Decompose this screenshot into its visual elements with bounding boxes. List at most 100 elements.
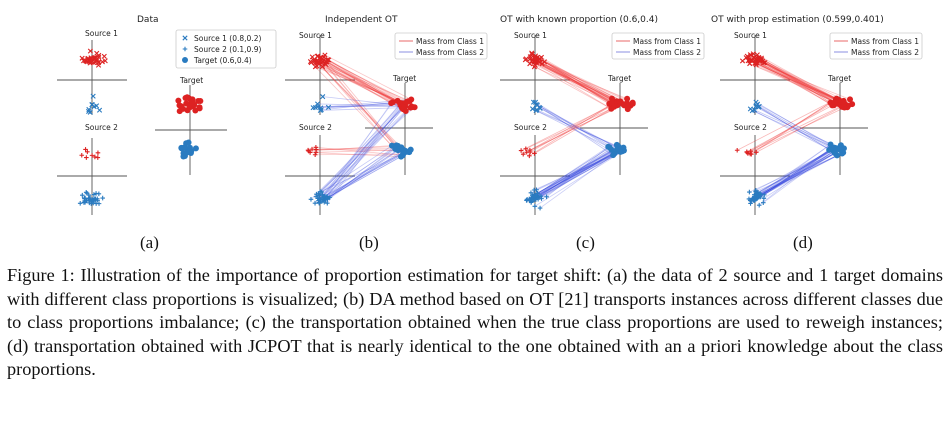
transport-line-class1 [324,63,403,104]
plus-marker [89,153,95,158]
plus-marker [83,147,88,152]
transport-line-class1 [751,102,831,155]
transport-line-class2 [534,144,618,200]
transport-line-class2 [526,151,621,201]
transport-line-class2 [529,149,621,200]
transport-line-class2 [758,149,830,198]
transport-line-class2 [535,149,612,197]
transport-line-class1 [541,56,617,102]
transport-line-class2 [326,150,406,199]
figure-plots: Source 1 Source 2 Target Source 1 (0.8,0.2)… [57,29,923,215]
plus-marker [312,200,318,206]
transport-line-class1 [757,54,837,99]
transport-line-class2 [760,147,841,195]
x-marker [754,52,760,58]
transport-line-class1 [326,61,404,155]
target-dot [182,57,188,63]
plus-marker [745,151,751,156]
target-label: Target [827,74,851,83]
transport-line-class2 [322,149,399,200]
transport-line-class1 [535,60,615,106]
transport-line-class2 [325,148,396,201]
transport-line-class2 [759,152,836,195]
transport-line-class1 [534,61,610,105]
target-dot [398,153,405,160]
plus-marker [307,150,313,155]
transport-line-class2 [757,148,833,193]
transport-line-class2 [752,152,844,199]
transport-line-class1 [759,58,846,105]
transport-line-class2 [310,106,406,200]
panel-c-title: OT with known proportion (0.6,0.4) [500,15,658,25]
transport-line-class2 [318,102,402,196]
plus-marker [309,146,315,152]
source2-label: Source 2 [734,123,767,132]
plus-marker [753,187,759,193]
transport-line-class2 [759,147,837,197]
transport-line-class2 [763,144,842,204]
transport-line-class1 [525,59,621,102]
transport-line-class1 [756,105,843,153]
x-marker [316,61,322,67]
transport-line-class2 [750,148,845,201]
transport-line-class1 [318,61,410,102]
x-marker [534,107,540,113]
transport-line-class1 [536,57,628,104]
transport-line-class1 [316,149,399,151]
transport-line-class2 [539,154,614,209]
plus-marker [83,198,89,204]
transport-line-class1 [749,58,851,100]
target-dot [616,98,623,105]
transport-line-class1 [749,98,837,155]
target-dot [183,100,190,107]
x-marker [527,61,533,67]
x-marker [308,60,314,66]
plus-marker [756,202,762,208]
transport-line-class2 [534,150,625,207]
plus-marker [537,205,543,211]
x-marker [743,55,749,61]
transport-line-class2 [755,155,838,198]
transport-line-class1 [325,61,398,102]
x-marker [531,58,538,65]
transport-line-class2 [327,105,406,200]
x-marker [753,102,760,109]
transport-line-class2 [759,106,835,150]
target-dot [834,152,841,159]
x-marker [96,54,102,60]
target-dot [616,148,623,155]
transport-line-class2 [756,152,844,199]
transport-line-class1 [529,101,617,157]
transport-line-class2 [321,147,402,202]
transport-line-class2 [323,103,401,198]
x-marker [323,61,329,68]
plus-marker [100,195,105,201]
x-marker [760,60,767,66]
transport-line-class1 [323,59,401,105]
source2-label: Source 2 [85,123,118,132]
transport-line-class2 [326,103,404,204]
figure: Source 1 Source 2 Target Source 1 (0.8,0.2)… [57,15,923,252]
plus-marker [95,198,100,203]
data-legend-text: Source 2 (0.1,0.9) [194,45,261,54]
transport-line-class2 [534,144,618,197]
transport-line-class2 [535,110,619,148]
plus-marker [530,196,535,201]
x-marker [750,51,756,57]
transport-line-class1 [535,59,617,106]
x-marker [532,99,539,105]
plus-marker [182,46,188,52]
transport-line-class1 [310,62,393,146]
transport-line-class1 [758,59,833,106]
transport-line-class2 [532,149,622,197]
mass-legend-text: Mass from Class 2 [633,48,701,57]
transport-line-class2 [757,153,843,195]
transport-line-class2 [753,144,831,201]
transport-line-class1 [320,60,404,156]
plus-marker [524,149,530,155]
plus-marker [80,192,85,198]
transport-line-class1 [535,60,628,100]
transport-line-class2 [317,103,406,199]
source2-label: Source 2 [299,123,332,132]
transport-line-class1 [750,100,837,152]
